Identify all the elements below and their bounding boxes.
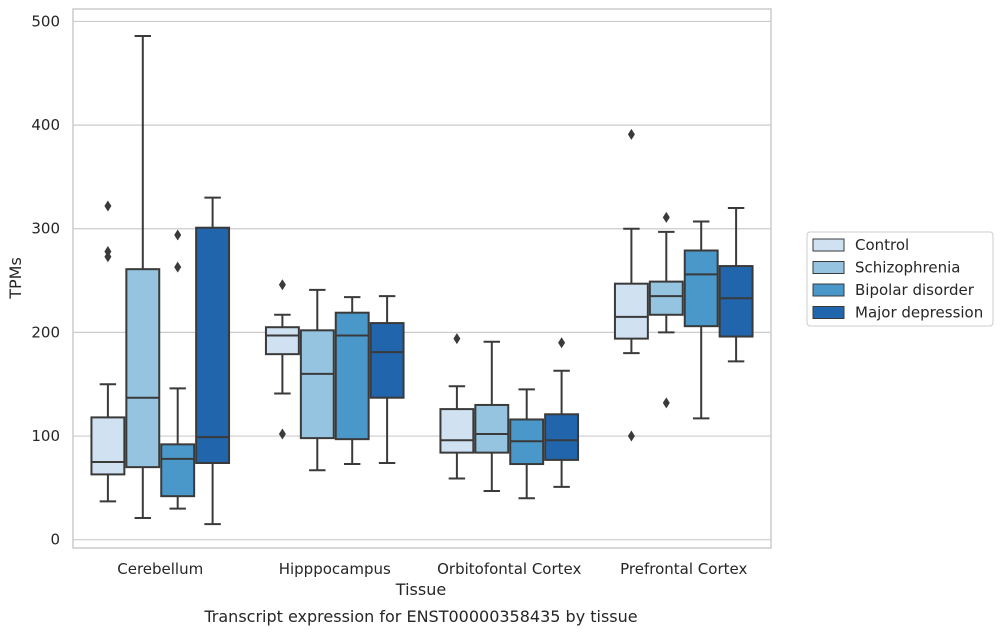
outlier-point (278, 279, 286, 291)
outlier-point (104, 251, 112, 263)
y-tick-labels: 0 100 200 300 400 500 (31, 12, 60, 548)
box-iqr (299, 329, 335, 440)
legend-swatch (812, 306, 845, 319)
boxes (90, 34, 754, 526)
outlier-point (174, 229, 182, 241)
x-tick-label: Orbitofontal Cortex (437, 560, 581, 578)
outlier-point (627, 430, 635, 442)
box-iqr (544, 413, 580, 461)
legend-label: Schizophrenia (855, 259, 960, 277)
x-tick-label: Cerebellum (117, 560, 203, 578)
legend-swatch (812, 261, 845, 274)
box-iqr (439, 408, 475, 454)
box-bipolar-disorder (334, 296, 370, 466)
x-tick-label: Hipppocampus (279, 560, 391, 578)
outlier-point (558, 337, 566, 349)
box-schizophrenia (299, 288, 335, 472)
outlier-point (662, 211, 670, 223)
y-tick-label: 400 (31, 116, 60, 134)
box-control (439, 333, 475, 480)
box-bipolar-disorder (683, 220, 719, 420)
box-control (264, 279, 300, 440)
box-major-depression (195, 196, 231, 526)
gridlines (73, 20, 771, 541)
box-iqr (90, 416, 126, 476)
outlier-point (174, 261, 182, 273)
legend-swatch (812, 238, 845, 252)
box-iqr (648, 280, 684, 316)
outlier-point (627, 128, 635, 140)
box-major-depression (544, 337, 580, 488)
box-iqr (683, 249, 719, 328)
legend-label: Control (855, 236, 909, 254)
y-tick-label: 200 (31, 323, 60, 341)
box-iqr (474, 403, 510, 454)
box-iqr (369, 322, 405, 399)
legend-frame (806, 231, 994, 327)
box-schizophrenia (474, 340, 510, 492)
box-control (613, 128, 649, 442)
box-iqr (613, 282, 649, 340)
box-iqr (125, 268, 161, 469)
y-tick-label: 0 (50, 531, 60, 549)
y-tick-label: 300 (31, 220, 60, 238)
legend: Control Schizophrenia Bipolar disorder Majo… (806, 231, 994, 327)
box-control (90, 200, 126, 503)
x-tick-label: Prefrontal Cortex (620, 560, 747, 578)
legend-label: Major depression (855, 304, 983, 322)
box-iqr (195, 226, 231, 465)
box-bipolar-disorder (509, 388, 545, 500)
legend-swatch (812, 283, 845, 297)
y-tick-label: 500 (31, 12, 60, 30)
box-major-depression (718, 207, 754, 363)
chart-caption: Transcript expression for ENST0000035843… (203, 607, 637, 626)
box-schizophrenia (125, 34, 161, 519)
box-schizophrenia (648, 211, 684, 409)
box-bipolar-disorder (160, 229, 196, 510)
box-iqr (160, 443, 196, 498)
y-tick-label: 100 (31, 427, 60, 445)
outlier-point (278, 428, 286, 440)
outlier-point (453, 333, 461, 345)
box-iqr (264, 326, 300, 356)
legend-label: Bipolar disorder (855, 281, 975, 299)
box-iqr (718, 265, 754, 338)
box-iqr (334, 311, 370, 441)
outlier-point (662, 397, 670, 409)
x-tick-labels: Cerebellum Hipppocampus Orbitofontal Corte… (117, 560, 747, 578)
box-major-depression (369, 295, 405, 465)
y-axis-label: TPMs (6, 257, 25, 300)
x-axis-label: Tissue (395, 580, 446, 599)
outlier-point (104, 200, 112, 212)
plot-area-frame (72, 8, 772, 549)
